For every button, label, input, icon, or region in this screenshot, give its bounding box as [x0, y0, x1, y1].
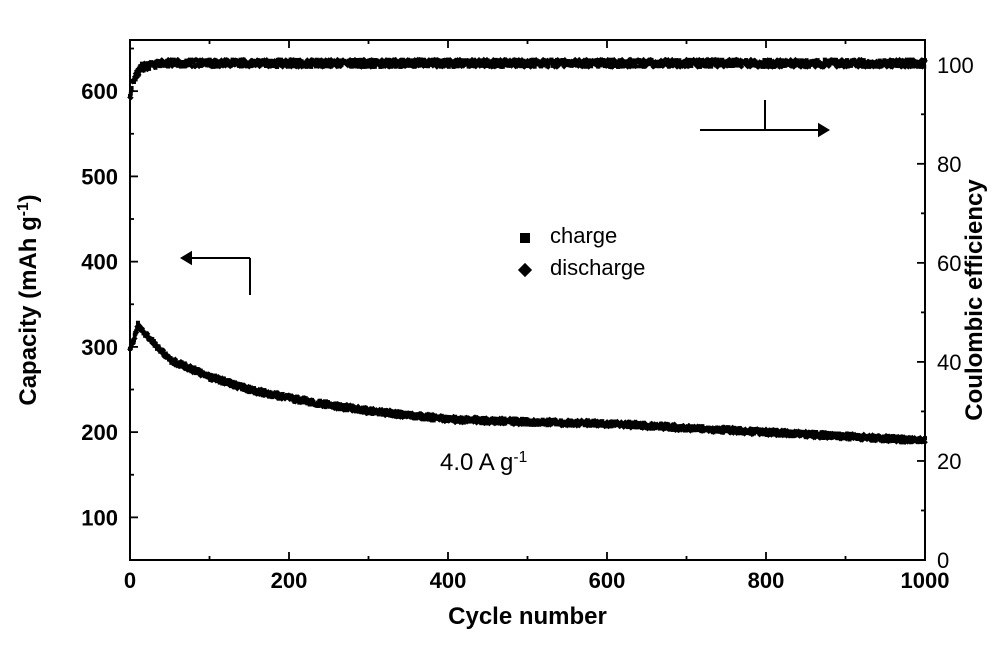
y-right-axis-label: Coulombic efficiency: [961, 179, 988, 421]
svg-text:400: 400: [430, 568, 467, 593]
y-left-axis-label: Capacity (mAh g-1): [15, 194, 43, 405]
svg-text:40: 40: [937, 350, 961, 375]
svg-text:300: 300: [81, 335, 118, 360]
svg-text:200: 200: [81, 420, 118, 445]
cycling-chart: 0200400600800100010020030040050060002040…: [0, 0, 1000, 659]
svg-text:20: 20: [937, 449, 961, 474]
svg-text:400: 400: [81, 250, 118, 275]
svg-text:500: 500: [81, 164, 118, 189]
svg-text:0: 0: [124, 568, 136, 593]
svg-text:charge: charge: [550, 223, 617, 248]
svg-text:600: 600: [589, 568, 626, 593]
svg-text:800: 800: [748, 568, 785, 593]
x-axis-label: Cycle number: [448, 603, 607, 630]
svg-text:discharge: discharge: [550, 255, 645, 280]
svg-text:0: 0: [937, 548, 949, 573]
svg-text:100: 100: [81, 505, 118, 530]
svg-text:80: 80: [937, 152, 961, 177]
svg-text:100: 100: [937, 53, 974, 78]
svg-text:600: 600: [81, 79, 118, 104]
svg-text:60: 60: [937, 251, 961, 276]
svg-text:200: 200: [271, 568, 308, 593]
